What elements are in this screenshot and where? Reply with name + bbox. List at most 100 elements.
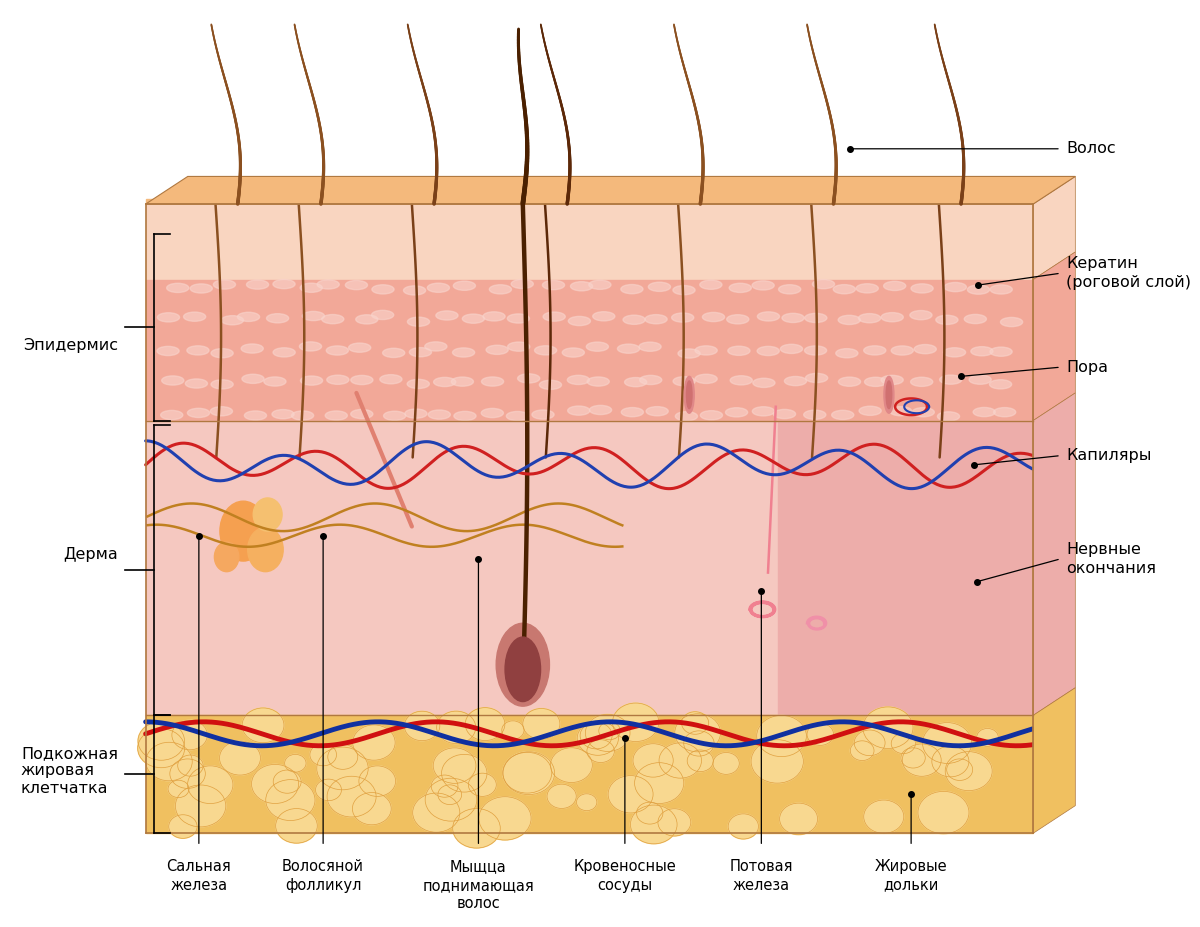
Ellipse shape xyxy=(967,285,990,294)
Circle shape xyxy=(587,740,614,763)
Ellipse shape xyxy=(496,623,550,706)
Text: Потовая
железа: Потовая железа xyxy=(730,859,793,893)
Circle shape xyxy=(170,759,205,788)
Circle shape xyxy=(547,784,576,808)
Ellipse shape xyxy=(238,312,259,322)
Ellipse shape xyxy=(380,375,402,384)
Ellipse shape xyxy=(454,412,476,421)
Ellipse shape xyxy=(971,347,994,356)
Ellipse shape xyxy=(350,375,373,385)
Ellipse shape xyxy=(246,280,269,289)
Circle shape xyxy=(864,800,904,833)
Ellipse shape xyxy=(944,283,966,292)
Polygon shape xyxy=(778,421,1033,716)
Ellipse shape xyxy=(272,279,295,288)
Ellipse shape xyxy=(622,408,643,417)
Circle shape xyxy=(751,740,803,783)
Ellipse shape xyxy=(943,348,966,357)
Circle shape xyxy=(146,743,192,781)
Ellipse shape xyxy=(409,348,432,357)
Ellipse shape xyxy=(785,376,806,386)
Ellipse shape xyxy=(782,313,804,323)
Ellipse shape xyxy=(157,347,179,356)
Ellipse shape xyxy=(346,281,367,289)
Text: Подкожная
жировая
клетчатка: Подкожная жировая клетчатка xyxy=(20,745,118,795)
Circle shape xyxy=(902,744,941,776)
Circle shape xyxy=(659,743,702,778)
Ellipse shape xyxy=(730,284,751,293)
Polygon shape xyxy=(1033,688,1075,833)
Circle shape xyxy=(328,744,358,769)
Ellipse shape xyxy=(570,282,593,291)
Text: Капиляры: Капиляры xyxy=(1067,448,1152,464)
Ellipse shape xyxy=(884,376,894,413)
Circle shape xyxy=(713,753,739,774)
Ellipse shape xyxy=(215,542,239,572)
Polygon shape xyxy=(1033,252,1075,421)
Ellipse shape xyxy=(970,375,991,385)
Ellipse shape xyxy=(211,380,233,389)
Ellipse shape xyxy=(383,349,404,358)
Circle shape xyxy=(452,808,500,848)
Ellipse shape xyxy=(317,280,340,289)
Ellipse shape xyxy=(593,311,614,321)
Ellipse shape xyxy=(452,348,475,357)
Ellipse shape xyxy=(403,286,426,295)
Ellipse shape xyxy=(372,311,394,320)
Circle shape xyxy=(442,755,487,792)
Ellipse shape xyxy=(940,375,962,385)
Ellipse shape xyxy=(508,342,529,351)
Circle shape xyxy=(503,753,552,794)
Ellipse shape xyxy=(300,342,322,351)
Polygon shape xyxy=(145,176,1075,204)
Ellipse shape xyxy=(326,346,348,355)
Ellipse shape xyxy=(211,349,233,358)
Ellipse shape xyxy=(990,285,1013,294)
Ellipse shape xyxy=(805,374,828,383)
Text: Сальная
железа: Сальная железа xyxy=(167,859,232,893)
Circle shape xyxy=(468,773,497,796)
Ellipse shape xyxy=(892,346,913,355)
Ellipse shape xyxy=(486,345,509,354)
Ellipse shape xyxy=(910,311,932,320)
Text: Мыщца
поднимающая
волос: Мыщца поднимающая волос xyxy=(422,859,534,911)
Circle shape xyxy=(854,730,886,756)
Ellipse shape xyxy=(695,375,718,384)
Ellipse shape xyxy=(701,411,722,420)
Text: Кератин
(роговой слой): Кератин (роговой слой) xyxy=(1067,257,1192,290)
Circle shape xyxy=(284,755,306,772)
Ellipse shape xyxy=(990,380,1012,389)
Ellipse shape xyxy=(534,346,557,355)
Ellipse shape xyxy=(302,311,324,321)
Circle shape xyxy=(688,750,713,771)
Circle shape xyxy=(438,785,462,805)
Ellipse shape xyxy=(157,312,180,322)
Ellipse shape xyxy=(676,412,697,421)
Ellipse shape xyxy=(587,342,608,351)
Circle shape xyxy=(220,741,260,775)
Circle shape xyxy=(437,711,475,743)
Ellipse shape xyxy=(184,312,205,322)
Ellipse shape xyxy=(300,283,323,292)
Ellipse shape xyxy=(644,314,667,324)
Circle shape xyxy=(635,763,684,804)
Ellipse shape xyxy=(355,315,378,324)
Ellipse shape xyxy=(812,280,834,288)
Ellipse shape xyxy=(266,313,289,323)
Ellipse shape xyxy=(162,375,184,385)
Ellipse shape xyxy=(505,637,540,702)
Ellipse shape xyxy=(858,313,881,323)
Ellipse shape xyxy=(638,342,661,351)
Ellipse shape xyxy=(542,281,564,289)
Circle shape xyxy=(612,703,659,742)
Circle shape xyxy=(168,781,190,797)
Ellipse shape xyxy=(292,411,313,420)
Ellipse shape xyxy=(508,314,529,324)
Circle shape xyxy=(674,714,720,752)
Polygon shape xyxy=(145,280,1033,421)
Ellipse shape xyxy=(264,377,286,387)
Ellipse shape xyxy=(780,344,803,353)
Ellipse shape xyxy=(451,377,474,387)
Ellipse shape xyxy=(727,314,749,324)
Ellipse shape xyxy=(856,284,878,293)
